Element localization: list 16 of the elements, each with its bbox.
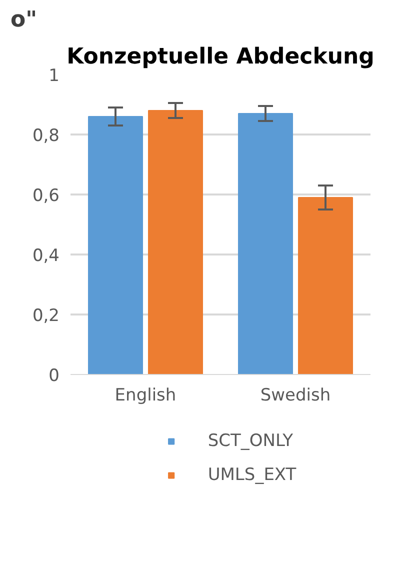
text: 0,8 [32, 126, 60, 146]
bar [88, 116, 143, 374]
text: 0,6 [32, 186, 60, 206]
y-tick-label: 0 [48, 366, 60, 386]
chart-title: Konzeptuelle Abdeckung [66, 44, 374, 70]
legend-label: SCT_ONLY [208, 431, 294, 451]
legend-label: UMLS_EXT [208, 465, 296, 485]
text: 0,4 [32, 246, 60, 266]
bar [298, 197, 353, 374]
x-tick-label: Swedish [260, 386, 331, 406]
x-tick-label: English [114, 386, 176, 406]
bar [238, 113, 293, 374]
y-tick-label: 1 [48, 66, 60, 86]
text: o" [10, 8, 38, 32]
bar [148, 110, 203, 374]
text: 0,2 [32, 306, 60, 326]
